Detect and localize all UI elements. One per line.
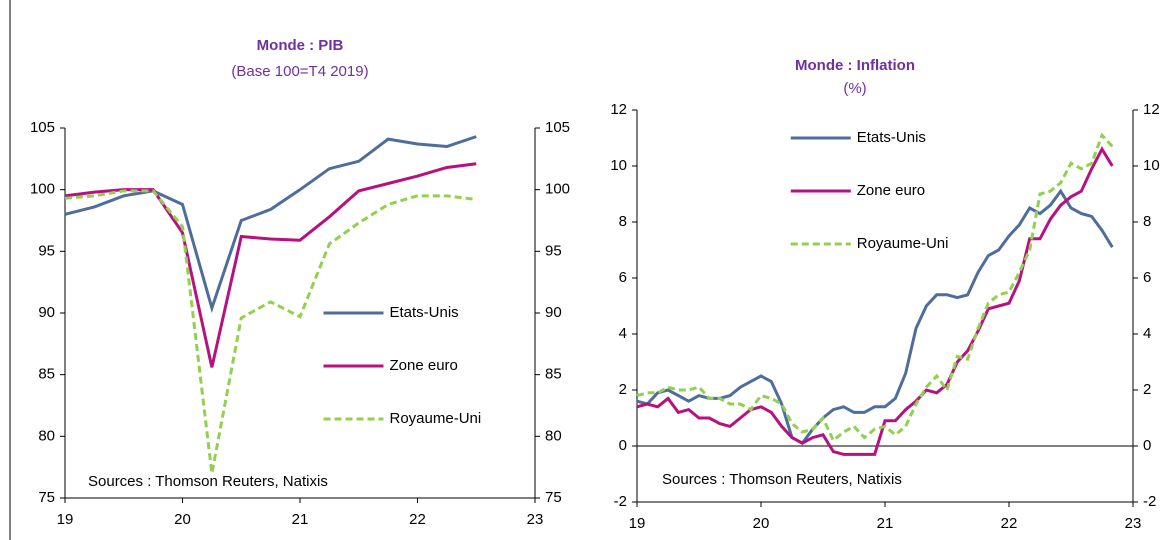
y2-tick-label: 6 [1143, 269, 1151, 286]
y-tick-label: 2 [619, 381, 627, 398]
y2-tick-label: -2 [1143, 493, 1156, 510]
y-tick-label: 95 [38, 242, 55, 259]
y-tick-label: 100 [30, 181, 55, 198]
y2-tick-label: 105 [545, 119, 570, 136]
x-tick-label: 23 [1125, 515, 1142, 532]
y-tick-label: 10 [610, 157, 627, 174]
x-tick-label: 19 [57, 511, 74, 528]
y-tick-label: 4 [619, 325, 627, 342]
y2-tick-label: 75 [545, 489, 562, 506]
legend-label: Royaume-Uni [390, 410, 482, 427]
chart-subtitle: (%) [843, 80, 866, 97]
chart-title: Monde : Inflation [795, 57, 915, 74]
y2-tick-label: 4 [1143, 325, 1151, 342]
y2-tick-label: 0 [1143, 437, 1151, 454]
series-line [64, 189, 477, 474]
x-tick-label: 19 [629, 515, 646, 532]
legend-label: Zone euro [390, 357, 458, 374]
x-tick-label: 22 [1001, 515, 1018, 532]
x-tick-label: 22 [409, 511, 426, 528]
y-tick-label: 105 [30, 119, 55, 136]
series-line [64, 135, 477, 314]
chart-title: Monde : PIB [257, 37, 344, 54]
y-tick-label: 6 [619, 269, 627, 286]
y-tick-label: 85 [38, 366, 55, 383]
x-tick-label: 21 [292, 511, 309, 528]
y2-tick-label: 12 [1143, 101, 1160, 118]
y2-tick-label: 100 [545, 181, 570, 198]
series-line [636, 188, 1114, 446]
y2-tick-label: 2 [1143, 381, 1151, 398]
y-tick-label: 90 [38, 304, 55, 321]
y2-tick-label: 10 [1143, 157, 1160, 174]
x-tick-label: 23 [527, 511, 544, 528]
y-tick-label: 80 [38, 427, 55, 444]
chart-subtitle: (Base 100=T4 2019) [231, 63, 368, 80]
y2-tick-label: 90 [545, 304, 562, 321]
legend-label: Etats-Unis [857, 129, 926, 146]
legend-label: Zone euro [857, 182, 925, 199]
y-tick-label: 75 [38, 489, 55, 506]
y-tick-label: 8 [619, 213, 627, 230]
y-tick-label: -2 [614, 493, 627, 510]
annotation: Sources : Thomson Reuters, Natixis [88, 473, 328, 490]
x-tick-label: 21 [877, 515, 894, 532]
y2-tick-label: 95 [545, 242, 562, 259]
y-tick-label: 0 [619, 437, 627, 454]
y-tick-label: 12 [610, 101, 627, 118]
x-tick-label: 20 [753, 515, 770, 532]
y2-tick-label: 80 [545, 427, 562, 444]
y2-tick-label: 85 [545, 366, 562, 383]
legend-label: Etats-Unis [390, 304, 459, 321]
x-tick-label: 20 [174, 511, 191, 528]
y2-tick-label: 8 [1143, 213, 1151, 230]
legend-label: Royaume-Uni [857, 235, 949, 252]
series-line [636, 132, 1114, 443]
annotation: Sources : Thomson Reuters, Natixis [662, 471, 902, 488]
